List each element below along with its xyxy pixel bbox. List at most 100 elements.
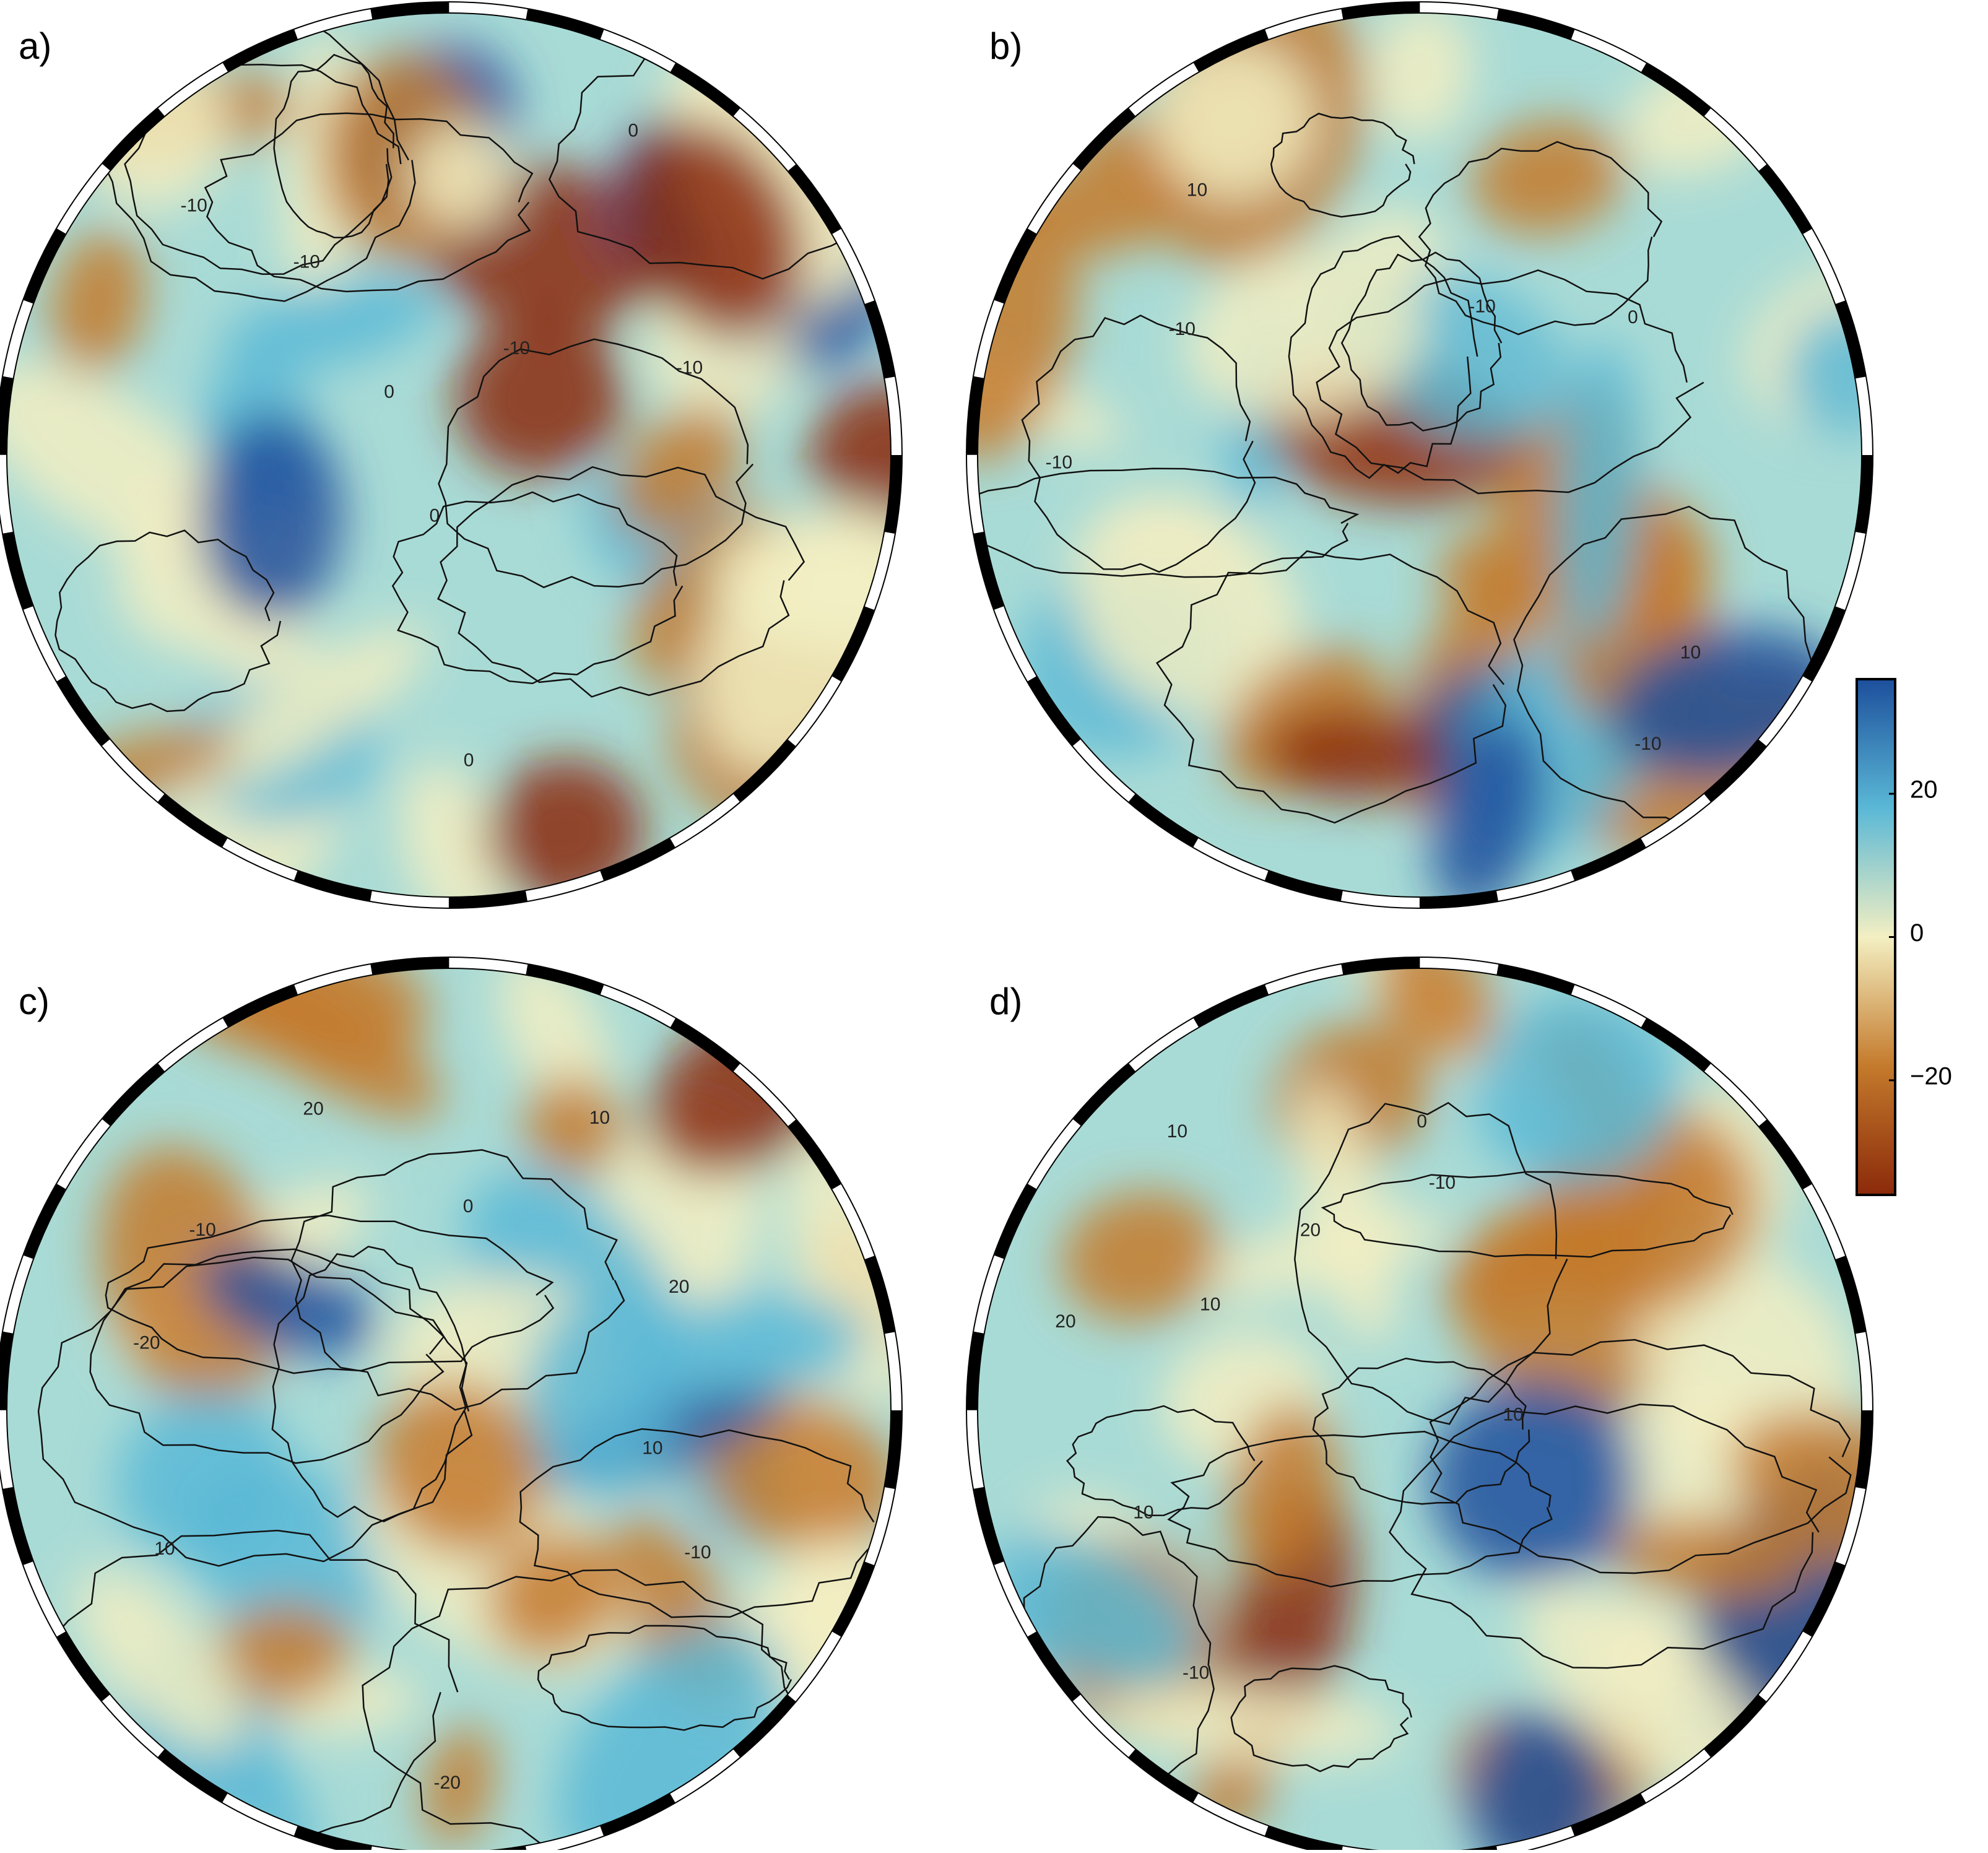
contour-label: -20 bbox=[434, 1773, 461, 1793]
contour-line bbox=[978, 467, 1360, 578]
field-blob bbox=[1784, 305, 1862, 435]
map-panel: -10 -10 0 -10 0 0 -10 0 bbox=[7, 13, 891, 897]
contour-label: -10 bbox=[1046, 453, 1072, 473]
contour-line bbox=[1066, 1405, 1263, 1517]
map-panel: -10 -10 0 -10 10 -10 10 bbox=[978, 13, 1862, 897]
map-panel: 10 20 0 -10 20 10 -10 10 10 bbox=[978, 968, 1862, 1852]
field-blob bbox=[212, 1602, 354, 1706]
field-blob bbox=[98, 1145, 283, 1408]
contour-label: -10 bbox=[1169, 319, 1196, 339]
contour-line bbox=[290, 1149, 625, 1411]
contour-line bbox=[1155, 550, 1507, 824]
field-blob bbox=[618, 120, 806, 337]
contour-label: -10 bbox=[1469, 297, 1495, 317]
contour-line bbox=[1270, 113, 1415, 218]
contour-line bbox=[105, 1214, 555, 1374]
field-blob bbox=[1470, 119, 1626, 235]
contour-line bbox=[1294, 1101, 1568, 1425]
contour-line bbox=[391, 491, 684, 685]
field-blob bbox=[632, 1292, 867, 1395]
field-blob bbox=[423, 1725, 494, 1847]
contour-line bbox=[436, 466, 805, 698]
contour-label: 0 bbox=[384, 381, 394, 402]
contour-line bbox=[1230, 1665, 1413, 1773]
field-blob bbox=[486, 1532, 623, 1658]
panel-label: b) bbox=[989, 25, 1022, 67]
contour-label: -10 bbox=[503, 338, 530, 358]
contour-label: -10 bbox=[676, 358, 703, 378]
contour-label: 10 bbox=[1503, 1405, 1524, 1425]
contour-line bbox=[1388, 1404, 1820, 1669]
contour-label: 0 bbox=[463, 1196, 474, 1217]
field-blob bbox=[1295, 1082, 1397, 1346]
field-blob bbox=[7, 361, 232, 560]
frame-inner bbox=[977, 12, 1862, 898]
contour-line bbox=[1418, 141, 1663, 336]
colorbar-tick-label: 20 bbox=[1910, 776, 1938, 804]
field-blob bbox=[50, 230, 146, 375]
contour-label: 10 bbox=[154, 1538, 175, 1559]
contour-line bbox=[438, 338, 754, 589]
field-blob bbox=[1368, 13, 1473, 141]
field-blob bbox=[1555, 340, 1641, 644]
contour-label: -10 bbox=[1183, 1662, 1209, 1683]
map-field bbox=[74, 968, 891, 1852]
field-blob bbox=[197, 412, 343, 622]
contour-label: 0 bbox=[1417, 1111, 1427, 1132]
field-blob bbox=[196, 1248, 377, 1356]
contour-label: 20 bbox=[1300, 1220, 1321, 1240]
frame-ticks bbox=[0, 2, 902, 908]
contour-line bbox=[1316, 269, 1704, 495]
field-blob bbox=[1431, 716, 1547, 897]
contour-label: 0 bbox=[1628, 307, 1638, 328]
contour-label: -20 bbox=[133, 1333, 160, 1353]
contour-line bbox=[1321, 1171, 1734, 1258]
field-blob bbox=[1429, 1379, 1641, 1582]
contour-line bbox=[1312, 1357, 1530, 1505]
field-blob bbox=[1375, 968, 1496, 1059]
contour-label: 10 bbox=[1200, 1295, 1220, 1315]
contour-label: 20 bbox=[1055, 1311, 1075, 1332]
frame-outer bbox=[966, 957, 1873, 1853]
panel-label: c) bbox=[19, 981, 50, 1022]
field-blob bbox=[1443, 1161, 1696, 1315]
frame-outer bbox=[0, 957, 903, 1853]
contour-label: 0 bbox=[628, 121, 638, 141]
contour-line bbox=[537, 1625, 792, 1731]
colorbar-tick-label: −20 bbox=[1910, 1062, 1952, 1090]
contour-label: 20 bbox=[303, 1099, 323, 1119]
field-blob bbox=[1264, 709, 1446, 801]
contour-label: -10 bbox=[1634, 734, 1661, 754]
contour-label: -10 bbox=[189, 1220, 215, 1240]
field-blob bbox=[399, 762, 507, 897]
field-blob bbox=[454, 315, 626, 477]
contour-line bbox=[54, 529, 282, 713]
field-blob bbox=[74, 1568, 246, 1753]
contour-label: 10 bbox=[1167, 1121, 1187, 1142]
frame-outer bbox=[966, 1, 1873, 909]
contour-label: -10 bbox=[1429, 1173, 1456, 1193]
contour-line bbox=[89, 1248, 445, 1464]
frame-ticks bbox=[966, 957, 1873, 1853]
contour-label: 10 bbox=[1187, 180, 1207, 200]
field-blob bbox=[1152, 41, 1315, 199]
field-blob bbox=[408, 123, 515, 228]
contour-line bbox=[271, 1246, 467, 1522]
field-blob bbox=[498, 968, 612, 1119]
field-blob bbox=[186, 625, 430, 792]
field-blob bbox=[1610, 1515, 1810, 1601]
field-blob bbox=[374, 1379, 544, 1556]
field-blob bbox=[524, 1076, 625, 1178]
colorbar bbox=[1856, 678, 1896, 1196]
field-blob bbox=[1472, 992, 1679, 1185]
field-blob bbox=[1061, 1191, 1222, 1322]
contour-label: 10 bbox=[589, 1108, 610, 1128]
contour-line bbox=[1429, 1339, 1852, 1574]
field-blob bbox=[1186, 248, 1425, 422]
frame-ticks bbox=[966, 2, 1873, 908]
contour-label: -10 bbox=[293, 252, 320, 272]
field-blob bbox=[703, 1397, 891, 1555]
panel-label: d) bbox=[989, 981, 1022, 1022]
contour-line bbox=[519, 1428, 888, 1618]
